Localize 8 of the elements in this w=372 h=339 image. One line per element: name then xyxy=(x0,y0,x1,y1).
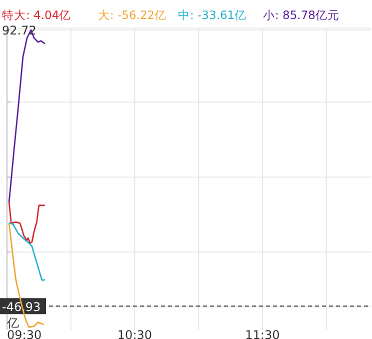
y-tick-label: 92.72 xyxy=(2,23,36,38)
line-series xyxy=(8,222,46,281)
x-tick-label: 11:30 xyxy=(245,328,280,339)
legend: 特大: 4.04亿 大: -56.22亿 中: -33.61亿 小: 85.78亿元 xyxy=(2,8,340,22)
line-series xyxy=(8,201,46,244)
x-tick-label: 10:30 xyxy=(117,328,152,339)
x-tick-label: 09:30 xyxy=(7,328,42,339)
y-axis-title: 亿 xyxy=(6,316,19,330)
